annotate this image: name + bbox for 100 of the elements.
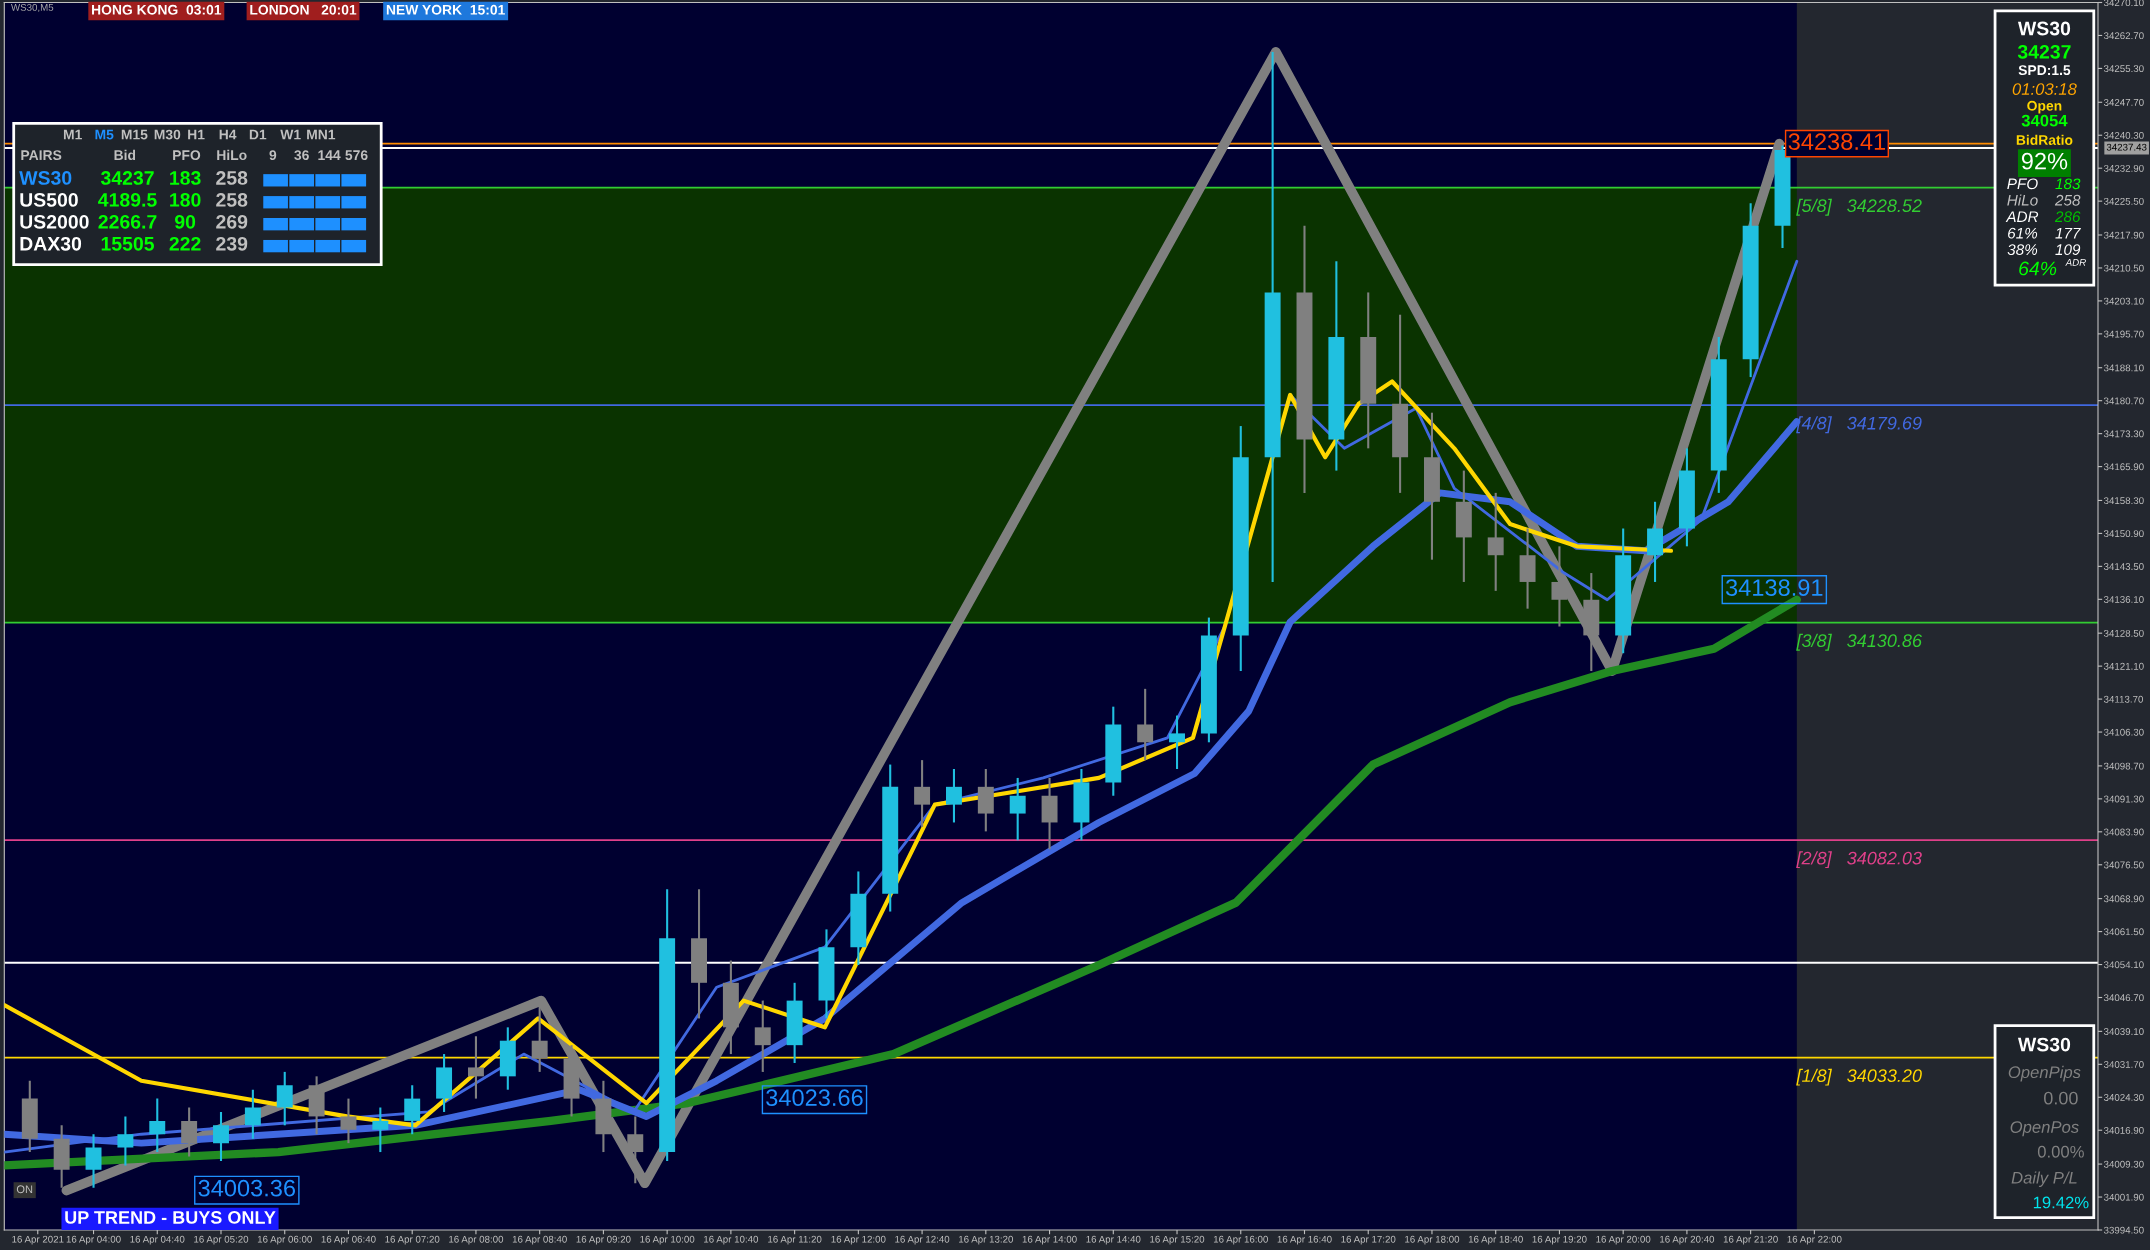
annotation: US500 (20, 193, 78, 207)
candlestick (117, 1115, 134, 1167)
annotation: DAX30 (20, 236, 82, 251)
annotation: 64% (2019, 261, 2057, 276)
annotation: 61% (2008, 227, 2038, 239)
x-tick-label: 16 Apr 18:40 (1468, 1235, 1523, 1245)
y-tick-label: 34046.70 (2103, 994, 2144, 1002)
candlestick (945, 767, 962, 824)
annotation: D1 (249, 129, 267, 140)
candlestick (149, 1097, 166, 1154)
y-tick-label: 34098.70 (2103, 762, 2144, 770)
candlestick (244, 1088, 261, 1140)
annotation: 0.00 (2044, 1091, 2078, 1105)
annotation: 90 (174, 214, 196, 229)
annotation: Daily P/L (2011, 1171, 2077, 1187)
y-tick-label: 34195.70 (2103, 330, 2144, 338)
annotation: 286 (2054, 211, 2081, 223)
annotation: 4189.5 (98, 193, 157, 207)
annotation: 239 (216, 236, 248, 251)
y-tick-label: 34188.10 (2103, 364, 2144, 372)
y-tick-label: 34143.50 (2103, 563, 2144, 570)
y-tick-label: 33994.50 (2103, 1226, 2144, 1234)
annotation: 576 (345, 150, 368, 161)
annotation: 34023.66 (766, 1089, 863, 1107)
candlestick (467, 1035, 484, 1100)
x-tick-label: 16 Apr 08:40 (512, 1235, 567, 1245)
y-tick-label: 34076.50 (2103, 861, 2144, 869)
x-tick-label: 16 Apr 2021 (12, 1235, 64, 1245)
x-tick-label: 16 Apr 10:00 (640, 1235, 695, 1245)
annotation: 9 (269, 150, 277, 161)
x-tick-label: 16 Apr 19:20 (1532, 1235, 1587, 1245)
y-tick-label: 34165.90 (2103, 463, 2144, 471)
annotation: PFO (2007, 178, 2038, 190)
ref-line-label: [1/8] 34033.20 (1796, 1068, 1922, 1086)
y-tick-label: 34061.50 (2103, 928, 2144, 936)
y-tick-label: 34024.30 (2103, 1094, 2144, 1101)
annotation: WS30 (19, 171, 72, 185)
annotation: 109 (2055, 244, 2081, 256)
annotation: 258 (216, 171, 248, 185)
annotation: M1 (63, 129, 82, 140)
candlestick (181, 1106, 198, 1158)
annotation: M5 (95, 129, 114, 140)
y-tick-label: 34091.30 (2103, 795, 2144, 803)
annotation: 183 (170, 171, 201, 185)
x-tick-label: 16 Apr 14:40 (1086, 1235, 1141, 1245)
x-tick-label: 16 Apr 13:20 (958, 1235, 1014, 1245)
annotation: WS30 (2017, 1037, 2071, 1052)
candlestick (340, 1097, 357, 1145)
annotation: 269 (216, 214, 248, 229)
y-tick-label: 34083.90 (2103, 828, 2144, 836)
annotation: Open (2027, 100, 2062, 114)
x-tick-label: 16 Apr 05:20 (194, 1235, 249, 1245)
x-tick-label: 16 Apr 18:00 (1405, 1235, 1460, 1245)
y-tick-label: 34262.70 (2103, 32, 2144, 40)
annotation: 222 (169, 236, 201, 251)
annotation: M30 (154, 129, 181, 140)
candlestick (85, 1133, 102, 1189)
ref-line-label: [4/8] 34179.69 (1796, 416, 1922, 434)
annotation: H4 (219, 129, 237, 140)
annotation: 01:03:18 (2012, 83, 2077, 95)
x-tick-label: 16 Apr 16:00 (1213, 1235, 1268, 1245)
y-tick-label: 34121.10 (2103, 662, 2144, 670)
candlestick (276, 1070, 293, 1127)
y-tick-label: 34068.90 (2103, 895, 2144, 903)
annotation: M15 (121, 129, 148, 140)
x-tick-label: 16 Apr 14:00 (1022, 1235, 1077, 1245)
annotation: HiLo (217, 149, 247, 161)
y-tick-label: 34054.10 (2103, 961, 2144, 969)
annotation: 34003.36 (198, 1179, 296, 1197)
annotation: OpenPos (2010, 1121, 2079, 1137)
candlestick (1487, 491, 1504, 592)
annotation: WS30 (2017, 21, 2071, 36)
annotation: W1 (280, 129, 301, 140)
y-tick-label: 34203.10 (2103, 297, 2144, 305)
x-tick-label: 16 Apr 09:20 (576, 1235, 631, 1245)
x-tick-label: 16 Apr 04:40 (130, 1235, 185, 1245)
annotation: 258 (216, 193, 248, 207)
annotation: LONDON 20:01 (250, 4, 357, 15)
annotation: BidRatio (2016, 134, 2073, 145)
y-tick-label: 34232.90 (2103, 164, 2144, 172)
annotation: 34237.43 (2106, 143, 2147, 151)
x-tick-label: 16 Apr 20:00 (1596, 1235, 1651, 1245)
annotation: 34237 (100, 171, 154, 185)
x-tick-label: 16 Apr 04:00 (66, 1235, 121, 1245)
annotation: 34238.41 (1788, 133, 1886, 150)
annotation: 144 (318, 150, 341, 160)
x-tick-label: 16 Apr 16:40 (1277, 1235, 1332, 1245)
annotation: 2266.7 (98, 214, 157, 229)
ref-line-label: [5/8] 34228.52 (1796, 198, 1922, 216)
x-tick-label: 16 Apr 07:20 (385, 1235, 440, 1245)
annotation: HONG KONG 03:01 (92, 4, 222, 15)
y-tick-label: 34217.90 (2103, 231, 2144, 239)
annotation: 0.00% (2037, 1145, 2084, 1158)
y-tick-label: 34180.70 (2103, 397, 2144, 405)
x-tick-label: 16 Apr 06:00 (257, 1235, 312, 1245)
y-tick-label: 34210.50 (2103, 264, 2144, 272)
y-tick-label: 34270.10 (2103, 0, 2144, 7)
y-tick-label: 34128.50 (2103, 629, 2144, 637)
ref-line-label: [2/8] 34082.03 (1796, 851, 1922, 869)
annotation: 180 (170, 193, 201, 207)
